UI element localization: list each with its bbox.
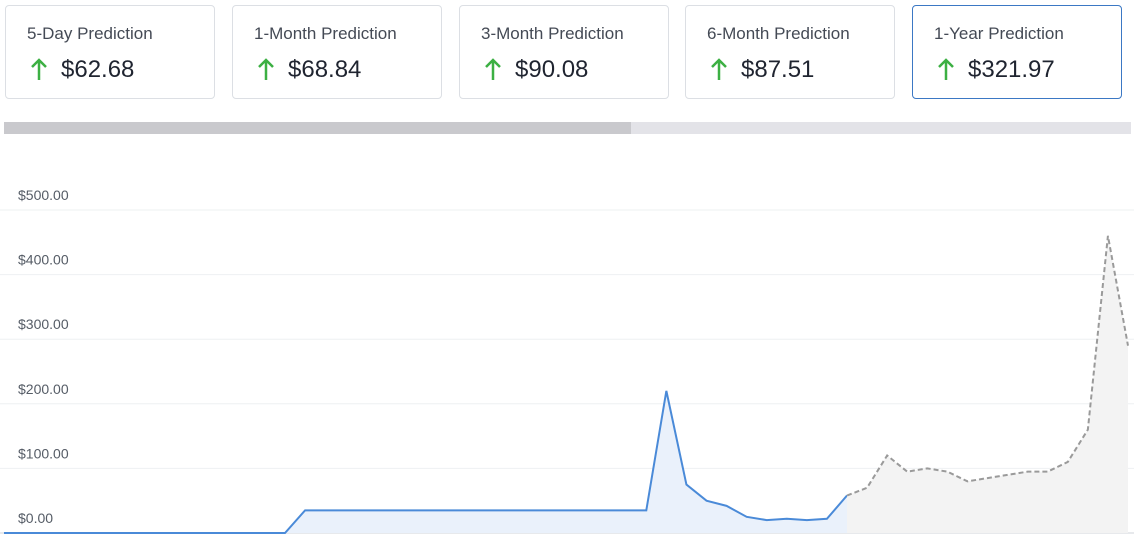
y-tick-label: $400.00 [18,252,69,268]
card-label: 1-Month Prediction [254,24,397,43]
card-label: 6-Month Prediction [707,24,850,43]
card-value: $90.08 [515,56,589,83]
card-value: $62.68 [61,56,135,83]
prediction-card[interactable]: 1-Year Prediction $321.97 [912,5,1122,99]
prediction-card[interactable]: 5-Day Prediction $62.68 [5,5,215,99]
card-value: $68.84 [288,56,362,83]
card-label: 1-Year Prediction [934,24,1064,43]
up-arrow [938,58,954,80]
card-label: 5-Day Prediction [27,24,153,43]
y-tick-label: $0.00 [18,510,53,526]
progress-fill [4,122,631,134]
up-arrow [485,58,501,80]
area [847,235,1128,533]
up-arrow [258,58,274,80]
line [4,390,848,534]
y-tick-label: $200.00 [18,381,69,397]
up-arrow [31,58,47,80]
prediction-card[interactable]: 6-Month Prediction $87.51 [685,5,895,99]
up-arrow [711,58,727,80]
card-value: $87.51 [741,56,815,83]
line [846,235,1129,497]
card-value: $321.97 [968,56,1055,83]
area [4,390,847,533]
y-tick-label: $300.00 [18,316,69,332]
y-tick-label: $500.00 [18,187,69,203]
chart: $0.00 $100.00 $200.00 $300.00 $400.00 $500.00 [0,187,1134,534]
progress-bar [4,122,1131,134]
prediction-card[interactable]: 3-Month Prediction $90.08 [459,5,669,99]
card-label: 3-Month Prediction [481,24,624,43]
y-tick-label: $100.00 [18,445,69,461]
prediction-card[interactable]: 1-Month Prediction $68.84 [232,5,442,99]
